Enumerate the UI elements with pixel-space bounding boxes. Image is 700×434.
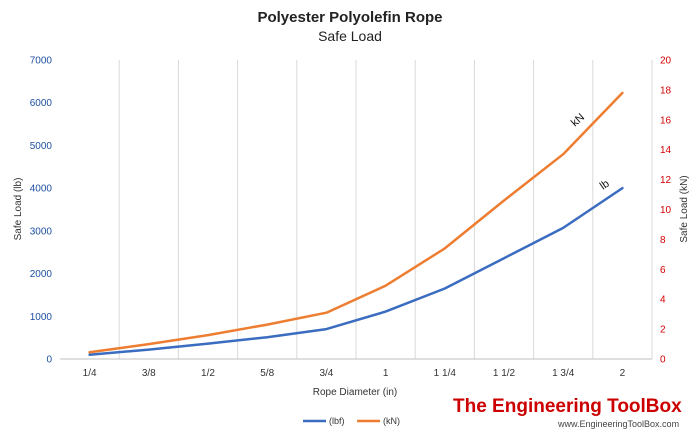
y2-tick-label: 0 bbox=[660, 355, 666, 366]
annotation-lb: lb bbox=[598, 178, 612, 193]
y-tick-label: 7000 bbox=[30, 56, 53, 67]
y2-tick-label: 12 bbox=[660, 175, 672, 186]
y-axis-label: Safe Load (lb) bbox=[13, 178, 24, 241]
y-tick-label: 5000 bbox=[30, 141, 53, 152]
legend-label-kn: (kN) bbox=[383, 416, 400, 426]
x-tick-label: 1 1/4 bbox=[434, 368, 457, 379]
annotation-kn: kN bbox=[569, 111, 587, 129]
x-tick-label: 5/8 bbox=[260, 368, 274, 379]
series-line-lbf bbox=[88, 186, 624, 356]
chart-title: Polyester Polyolefin Rope bbox=[257, 9, 442, 26]
grid-lines bbox=[118, 60, 653, 359]
x-tick-label: 3/4 bbox=[319, 368, 333, 379]
y2-tick-label: 18 bbox=[660, 85, 672, 96]
chart-subtitle: Safe Load bbox=[318, 28, 382, 44]
y2-tick-label: 10 bbox=[660, 205, 672, 216]
y2-tick-label: 4 bbox=[660, 295, 666, 306]
y-tick-label: 6000 bbox=[30, 98, 53, 109]
y-tick-label: 4000 bbox=[30, 184, 53, 195]
series-lines bbox=[88, 91, 624, 356]
y-tick-label: 1000 bbox=[30, 312, 53, 323]
y-tick-label: 2000 bbox=[30, 269, 53, 280]
x-axis-ticks: 1/4 3/8 1/2 5/8 3/4 1 1 1/4 1 1/2 1 3/4 2 bbox=[83, 368, 626, 379]
right-axis-ticks: 0 2 4 6 8 10 12 14 16 18 20 bbox=[660, 56, 672, 366]
y2-tick-label: 2 bbox=[660, 325, 666, 336]
x-tick-label: 1 1/2 bbox=[493, 368, 516, 379]
x-tick-label: 1/4 bbox=[83, 368, 97, 379]
x-tick-label: 1/2 bbox=[201, 368, 215, 379]
x-tick-label: 2 bbox=[620, 368, 626, 379]
engineering-toolbox-logo: The Engineering ToolBox bbox=[453, 396, 682, 417]
y2-tick-label: 6 bbox=[660, 265, 666, 276]
x-tick-label: 3/8 bbox=[142, 368, 156, 379]
engineering-toolbox-url: www.EngineeringToolBox.com bbox=[557, 419, 679, 429]
legend: (lbf) (kN) bbox=[303, 416, 400, 426]
y2-tick-label: 20 bbox=[660, 56, 672, 67]
legend-label-lbf: (lbf) bbox=[329, 416, 345, 426]
x-axis-label: Rope Diameter (in) bbox=[313, 387, 397, 398]
x-tick-label: 1 bbox=[383, 368, 389, 379]
y2-tick-label: 14 bbox=[660, 145, 672, 156]
y2-tick-label: 16 bbox=[660, 115, 672, 126]
y-tick-label: 0 bbox=[46, 355, 52, 366]
y2-tick-label: 8 bbox=[660, 235, 666, 246]
y-tick-label: 3000 bbox=[30, 226, 53, 237]
series-line-kn bbox=[88, 91, 624, 354]
y2-axis-label: Safe Load (kN) bbox=[679, 175, 690, 242]
left-axis-ticks: 0 1000 2000 3000 4000 5000 6000 7000 bbox=[30, 56, 53, 366]
x-tick-label: 1 3/4 bbox=[552, 368, 575, 379]
